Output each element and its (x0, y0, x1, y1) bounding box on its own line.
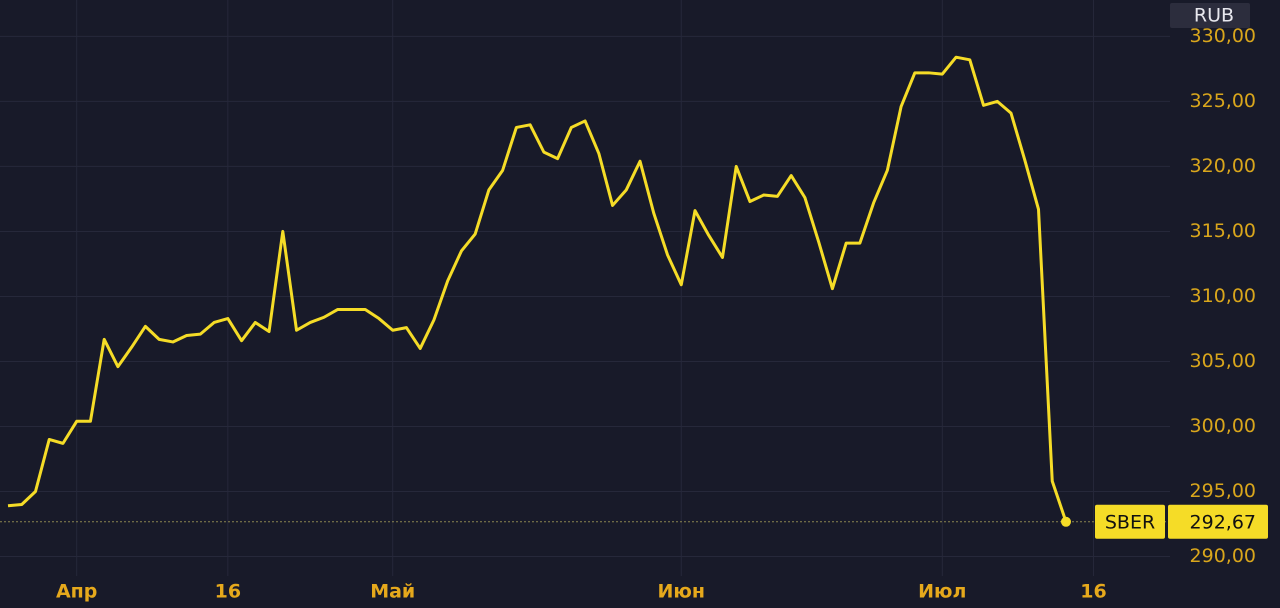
x-tick-label: 16 (1080, 581, 1106, 603)
y-tick-label: 330,00 (1190, 25, 1256, 47)
price-badge (1168, 504, 1268, 539)
y-tick-label: 325,00 (1190, 90, 1256, 112)
y-tick-label: 315,00 (1190, 220, 1256, 242)
y-tick-label: 320,00 (1190, 155, 1256, 177)
y-tick-label: 290,00 (1190, 545, 1256, 567)
price-line (7, 55, 1068, 523)
last-price-label: 292,67 (1190, 511, 1256, 533)
x-tick-label: Май (370, 581, 415, 603)
x-tick-label: Июн (658, 581, 706, 603)
x-tick-label: Апр (56, 581, 97, 603)
y-tick-label: 300,00 (1190, 415, 1256, 437)
series-name: SBER (1105, 511, 1155, 533)
currency-box (1170, 3, 1250, 28)
x-tick-label: Июл (918, 581, 966, 603)
y-tick-label: 305,00 (1190, 350, 1256, 372)
name-badge (1095, 504, 1165, 539)
y-tick-label: 295,00 (1190, 480, 1256, 502)
currency-label: RUB (1194, 5, 1234, 27)
last-point (1060, 516, 1071, 527)
x-tick-label: 16 (215, 581, 241, 603)
y-tick-label: 310,00 (1190, 285, 1256, 307)
